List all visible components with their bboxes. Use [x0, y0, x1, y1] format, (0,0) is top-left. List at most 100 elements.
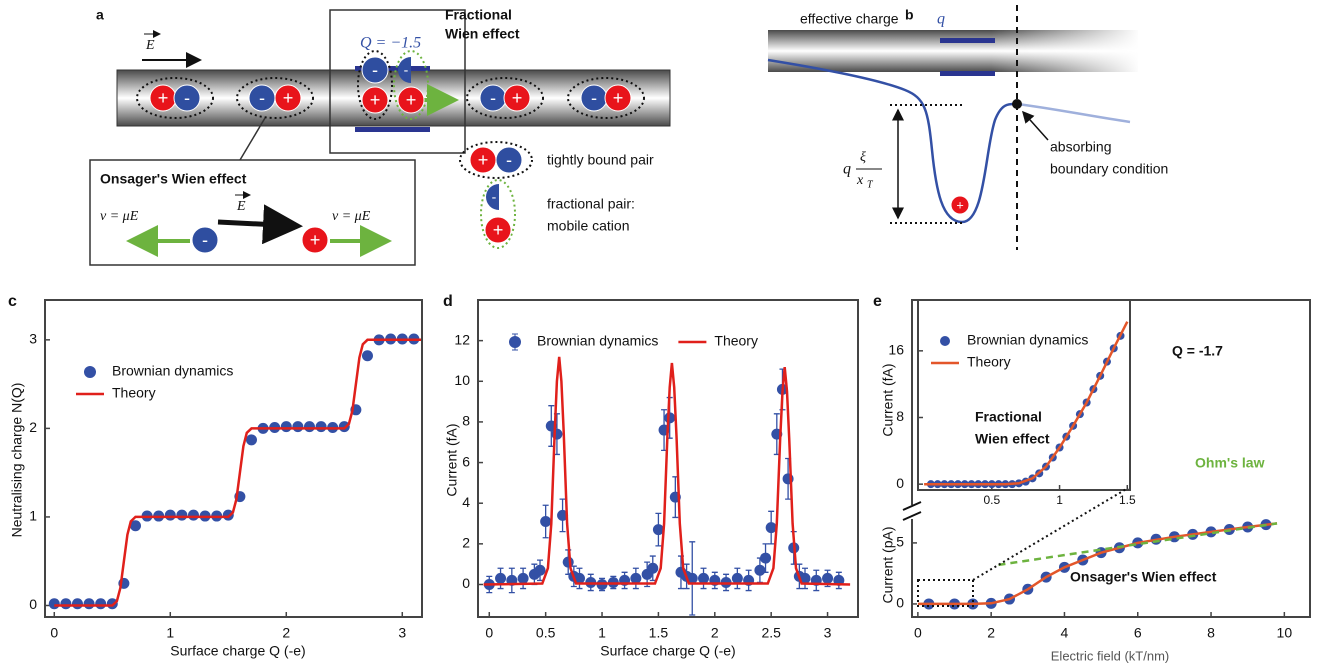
ion-sign: + — [512, 88, 523, 108]
panel-letter: c — [8, 293, 17, 310]
panel-a: a E Q = −1.5 Fractional Wien effect Onsa… — [89, 7, 671, 266]
y-tick-label: 0 — [896, 475, 904, 491]
x-tick-label: 1 — [166, 625, 174, 641]
y-tick-label: 0 — [462, 575, 470, 591]
callout-line — [239, 117, 266, 161]
legend-label: Brownian dynamics — [967, 332, 1088, 348]
data-point — [630, 572, 642, 584]
anion — [191, 226, 219, 254]
field-symbol: E — [236, 199, 246, 214]
partial-anion — [398, 57, 411, 83]
theory-line — [917, 522, 1278, 606]
ion-sign: + — [158, 88, 169, 108]
charge-symbol: q — [937, 11, 945, 28]
charge-label: Q = −1.5 — [360, 35, 421, 52]
charge-bar — [940, 71, 995, 76]
ion-sign: - — [184, 88, 190, 108]
data-point — [164, 509, 176, 521]
depth-label: q — [843, 161, 851, 178]
data-point — [129, 520, 141, 532]
legend-label: Brownian dynamics — [112, 363, 233, 379]
plot-area — [48, 333, 422, 610]
axis-break — [902, 511, 922, 521]
cation — [274, 84, 302, 112]
pair-outline — [136, 77, 214, 119]
cation — [950, 195, 970, 215]
legend-marker — [509, 336, 521, 348]
ion-sign: - — [506, 150, 512, 170]
ion-sign: + — [406, 90, 417, 110]
pair-outline — [357, 50, 393, 120]
x-tick-label: 0 — [914, 625, 922, 641]
charge-bar — [355, 66, 430, 71]
legend-marker — [940, 336, 950, 346]
fractional-title: Wien effect — [445, 26, 520, 42]
x-tick-label: 2 — [987, 625, 995, 641]
theory-line — [483, 356, 851, 586]
data-point — [822, 572, 834, 584]
key-label: fractional pair: — [547, 196, 635, 212]
data-point — [315, 421, 327, 433]
cation — [301, 226, 329, 254]
y-tick-label: 4 — [462, 494, 470, 510]
zoom-decoration — [902, 487, 1129, 607]
pair-outline — [459, 141, 533, 179]
y-tick-label: 10 — [454, 372, 470, 388]
ion-sign: - — [372, 60, 378, 80]
axis-break — [902, 501, 922, 511]
zoom-box — [329, 9, 466, 154]
data-point — [686, 572, 698, 584]
legend-label: Theory — [112, 385, 156, 401]
plot-frame — [477, 299, 859, 618]
theory-line — [54, 338, 422, 607]
y-tick-label: 5 — [896, 534, 904, 550]
ions: + - - +-+ + - + - ++ -+- +--+ — [149, 56, 970, 254]
data-point — [71, 598, 83, 610]
y-tick-label: 2 — [462, 535, 470, 551]
x-axis-label: Surface charge Q (-e) — [600, 643, 735, 659]
data-point — [245, 434, 257, 446]
ion-sign: - — [202, 230, 208, 250]
plot-background — [45, 300, 422, 617]
x-tick-label: 1.5 — [649, 625, 669, 641]
cation — [361, 86, 389, 114]
x-axis-label: Surface charge Q (-e) — [170, 643, 305, 659]
theory-line — [924, 321, 1129, 486]
annotation: Ohm's law — [1195, 455, 1265, 471]
reference-line — [998, 522, 1278, 567]
chart-panel: 0 1 2 3 0 1 2 3 c Surface charge Q (-e) Neutralisi… — [8, 293, 423, 659]
pair-outline — [480, 179, 516, 249]
channel — [116, 69, 671, 127]
x-tick-label: 0.5 — [983, 493, 1000, 507]
y-tick-label: 16 — [888, 342, 904, 358]
plot-area — [924, 321, 1129, 489]
plot-frame — [44, 299, 423, 618]
fractional-title: Fractional — [445, 7, 512, 23]
data-point — [557, 509, 569, 521]
data-point — [754, 564, 766, 576]
data-point — [95, 598, 107, 610]
y-tick-label: 3 — [29, 331, 37, 347]
data-point — [176, 509, 188, 521]
data-point — [647, 562, 659, 574]
ion-sign: + — [956, 198, 963, 212]
plot-area — [917, 519, 1278, 610]
data-point — [48, 598, 60, 610]
annotation: Q = -1.7 — [1172, 343, 1223, 359]
y-tick-label: 8 — [896, 408, 904, 424]
legend-label: Theory — [967, 354, 1011, 370]
data-point — [540, 515, 552, 527]
cation — [397, 86, 425, 114]
y-tick-label: 1 — [29, 508, 37, 524]
pair-outline — [236, 77, 314, 119]
x-tick-label: 0 — [50, 625, 58, 641]
data-point — [303, 421, 315, 433]
x-tick-label: 3 — [398, 625, 406, 641]
cation — [503, 84, 531, 112]
effective-charge-label: effective charge — [800, 11, 899, 27]
annotation: Onsager's Wien effect — [1070, 569, 1217, 585]
boundary-label: absorbing — [1050, 139, 1112, 155]
x-tick-label: 0 — [485, 625, 493, 641]
anion — [173, 84, 201, 112]
key-label: tightly bound pair — [547, 152, 654, 168]
